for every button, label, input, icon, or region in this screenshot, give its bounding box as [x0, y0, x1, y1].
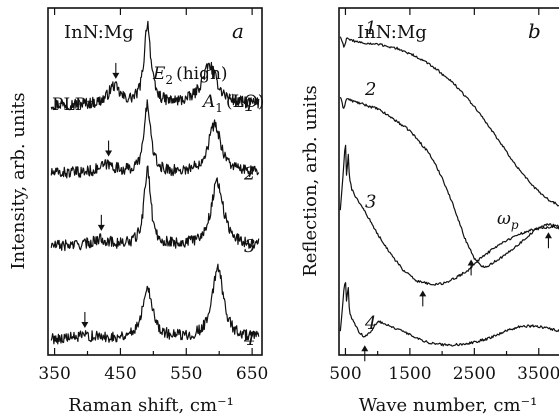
- peak-arrow-head: [81, 321, 89, 328]
- omega-main: ω: [497, 209, 511, 229]
- trace-1-label: 1: [365, 18, 376, 39]
- trace-3: [50, 165, 260, 252]
- panel-b-title: InN:Mg: [357, 22, 427, 43]
- trace-4-label: 4: [243, 329, 255, 350]
- panel-b: 1 2 3 4 500 1500 2500 3500 InN:Mg b ωp Reflect…: [300, 7, 559, 416]
- a1-main: A: [201, 92, 215, 112]
- trace-3-label: 3: [244, 236, 255, 257]
- a1-lo-label: A1 (LO): [201, 92, 264, 115]
- x-tick-label: 450: [104, 364, 136, 384]
- x-tick-label: 550: [170, 364, 202, 384]
- x-tick-label: 3500: [517, 364, 559, 384]
- trace-2: [339, 96, 559, 268]
- plp-label: PLP⁻: [52, 95, 95, 115]
- peak-arrow-head: [97, 224, 105, 231]
- panel-b-frame: [338, 7, 559, 356]
- peak-arrow-head: [105, 150, 113, 157]
- x-tick-label: 500: [329, 364, 361, 384]
- trace-2-label: 2: [243, 163, 255, 184]
- trace-3: [339, 144, 559, 286]
- trace-1-label: 1: [244, 95, 255, 116]
- e2-main: E: [152, 64, 166, 84]
- e2-high-label: E2 (high): [152, 64, 228, 87]
- panel-a-x-ticks: 350 450 550 650: [38, 8, 268, 384]
- x-tick-label: 1500: [388, 364, 431, 384]
- panel-b-x-ticks: 500 1500 2500 3500: [329, 8, 559, 384]
- x-tick-label: 2500: [453, 364, 496, 384]
- edge-arrow-head: [467, 259, 475, 266]
- panel-a-letter: a: [232, 19, 244, 43]
- edge-arrow-head: [544, 232, 552, 239]
- x-tick-label: 350: [38, 364, 70, 384]
- trace-4-label: 4: [364, 313, 376, 334]
- trace-2: [50, 99, 260, 179]
- omega-p-label: ωp: [497, 209, 519, 232]
- a1-tail: (LO): [226, 92, 265, 112]
- trace-3-label: 3: [365, 192, 376, 213]
- omega-sub: p: [511, 218, 519, 232]
- panel-a-frame: [47, 7, 263, 356]
- e2-tail: (high): [176, 64, 227, 84]
- panel-a-y-axis-label: Intensity, arb. units: [8, 92, 29, 269]
- trace-1: [339, 36, 559, 207]
- panel-b-letter: b: [528, 19, 541, 43]
- trace-4: [50, 263, 260, 345]
- peak-arrow-head: [112, 72, 120, 79]
- a1-sub: 1: [215, 101, 223, 115]
- trace-1: [50, 20, 260, 111]
- trace-2-label: 2: [364, 79, 376, 100]
- panel-a-traces: 1 2 3 4: [50, 20, 260, 350]
- panel-a-x-axis-label: Raman shift, cm⁻¹: [68, 395, 234, 416]
- e2-sub: 2: [165, 73, 173, 87]
- panel-b-x-axis-label: Wave number, cm⁻¹: [359, 395, 538, 416]
- panel-b-traces: 1 2 3 4: [339, 18, 559, 362]
- x-tick-label: 650: [236, 364, 268, 384]
- panel-b-y-axis-label: Reflection, arb. units: [300, 85, 321, 277]
- edge-arrow-head: [361, 345, 369, 352]
- edge-arrow-head: [419, 290, 427, 297]
- trace-4: [339, 282, 559, 347]
- panel-a-title: InN:Mg: [64, 22, 134, 43]
